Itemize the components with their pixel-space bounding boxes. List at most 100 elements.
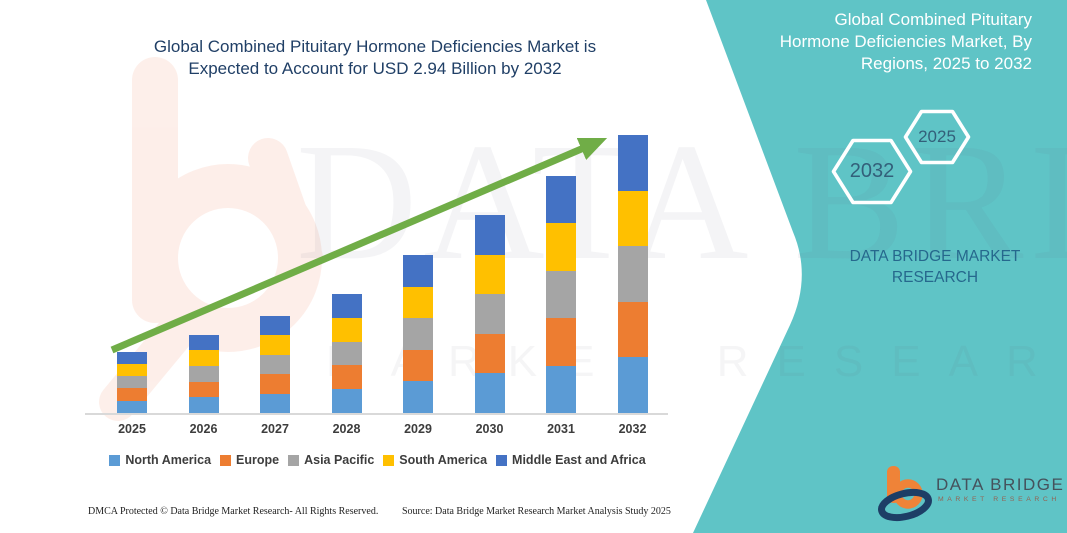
segment-north-america-2026 xyxy=(188,397,219,413)
side-panel-title-line3: Regions, 2025 to 2032 xyxy=(860,54,1032,73)
legend-swatch-icon xyxy=(109,454,121,466)
segment-north-america-2030 xyxy=(474,373,505,413)
segment-asia-pacific-2027 xyxy=(260,354,290,375)
data-bridge-logo: DATA BRIDGE MARKET RESEARCH xyxy=(872,463,1063,527)
legend-swatch-icon xyxy=(383,454,395,466)
segment-south-america-2032 xyxy=(617,190,648,247)
segment-north-america-2028 xyxy=(331,389,362,413)
chart-legend: North America Europe Asia Pacific South Ame… xyxy=(85,453,670,467)
legend-label: Asia Pacific xyxy=(304,453,375,467)
segment-europe-2032 xyxy=(617,301,648,358)
legend-item-asia-pacific: Asia Pacific xyxy=(288,453,374,467)
hexagon-2032-label: 2032 xyxy=(849,160,895,182)
legend-item-europe: Europe xyxy=(220,453,279,467)
segment-middle-east-and-africa-2031 xyxy=(546,175,576,224)
legend-swatch-icon xyxy=(496,454,508,466)
bar-2026 xyxy=(188,334,219,413)
segment-middle-east-and-africa-2029 xyxy=(403,255,433,287)
bar-2025 xyxy=(117,351,147,413)
legend-item-middle-east-and-africa: Middle East and Africa xyxy=(496,453,646,467)
segment-north-america-2025 xyxy=(117,400,147,413)
logo-title: DATA BRIDGE xyxy=(936,475,1065,494)
watermark-market-research: MARKET RESEARCH xyxy=(326,337,1067,386)
segment-europe-2031 xyxy=(546,318,576,366)
legend-item-north-america: North America xyxy=(109,453,211,467)
segment-asia-pacific-2030 xyxy=(474,294,505,334)
x-axis-label-2028: 2028 xyxy=(332,422,361,436)
bar-2031 xyxy=(546,175,576,413)
legend-swatch-icon xyxy=(288,454,300,466)
segment-asia-pacific-2032 xyxy=(617,246,648,302)
segment-north-america-2031 xyxy=(546,365,576,413)
hexagon-2025-label: 2025 xyxy=(918,127,956,146)
segment-asia-pacific-2028 xyxy=(331,341,362,366)
x-axis-label-2029: 2029 xyxy=(404,422,432,436)
x-axis-label-2026: 2026 xyxy=(189,422,218,436)
chart-title-line2: Expected to Account for USD 2.94 Billion… xyxy=(188,59,562,78)
data-bridge-logo-icon xyxy=(878,466,932,522)
side-panel-title: Global Combined Pituitary Hormone Defici… xyxy=(740,9,1032,75)
x-axis-label-2025: 2025 xyxy=(118,422,146,436)
segment-south-america-2031 xyxy=(546,223,576,271)
segment-middle-east-and-africa-2027 xyxy=(260,315,290,336)
segment-europe-2030 xyxy=(474,333,505,374)
segment-middle-east-and-africa-2030 xyxy=(474,215,505,255)
segment-south-america-2029 xyxy=(403,286,433,319)
segment-north-america-2027 xyxy=(260,393,290,413)
legend-label: Middle East and Africa xyxy=(512,453,646,467)
segment-south-america-2027 xyxy=(260,335,290,355)
segment-south-america-2030 xyxy=(474,254,505,295)
brand-text-line1: DATA BRIDGE MARKET xyxy=(849,248,1021,265)
segment-north-america-2032 xyxy=(617,357,648,413)
chart-title: Global Combined Pituitary Hormone Defici… xyxy=(95,36,655,80)
segment-europe-2026 xyxy=(188,381,219,398)
segment-europe-2029 xyxy=(403,349,433,382)
bar-2027 xyxy=(260,315,290,413)
x-axis-label-2032: 2032 xyxy=(618,422,647,436)
segment-north-america-2029 xyxy=(403,381,433,413)
bar-2029 xyxy=(403,255,433,413)
brand-text-line2: RESEARCH xyxy=(891,269,979,286)
legend-label: Europe xyxy=(236,453,280,467)
segment-asia-pacific-2031 xyxy=(546,270,576,319)
segment-middle-east-and-africa-2025 xyxy=(117,351,147,364)
segment-europe-2027 xyxy=(260,374,290,394)
footer-dmca-text: DMCA Protected © Data Bridge Market Rese… xyxy=(88,506,379,517)
footer-source-text: Source: Data Bridge Market Research Mark… xyxy=(402,506,671,517)
segment-middle-east-and-africa-2032 xyxy=(617,135,648,191)
legend-item-south-america: South America xyxy=(383,453,487,467)
hexagon-2032-outline xyxy=(831,138,913,205)
segment-south-america-2026 xyxy=(188,350,219,366)
legend-swatch-icon xyxy=(220,454,232,466)
segment-south-america-2025 xyxy=(117,363,147,377)
side-panel-title-line2: Hormone Deficiencies Market, By xyxy=(779,32,1032,51)
bar-2028 xyxy=(331,293,362,413)
segment-asia-pacific-2029 xyxy=(403,318,433,350)
segment-middle-east-and-africa-2026 xyxy=(188,334,219,351)
x-axis-line xyxy=(85,413,668,415)
x-axis-label-2031: 2031 xyxy=(547,422,575,436)
x-axis-label-2030: 2030 xyxy=(475,422,504,436)
chart-title-line1: Global Combined Pituitary Hormone Defici… xyxy=(153,37,597,56)
hexagon-2032: 2032 xyxy=(831,138,913,205)
brand-text: DATA BRIDGE MARKET RESEARCH xyxy=(813,246,1057,288)
side-panel-title-line1: Global Combined Pituitary xyxy=(834,10,1032,29)
segment-asia-pacific-2025 xyxy=(117,376,147,389)
legend-label: North America xyxy=(125,453,212,467)
bar-2030 xyxy=(474,215,505,413)
bar-2032 xyxy=(617,135,648,413)
x-axis-label-2027: 2027 xyxy=(261,422,289,436)
segment-europe-2025 xyxy=(117,388,147,401)
segment-south-america-2028 xyxy=(331,317,362,342)
segment-europe-2028 xyxy=(331,365,362,390)
legend-label: South America xyxy=(399,453,488,467)
hexagon-2025-outline xyxy=(903,109,971,165)
segment-asia-pacific-2026 xyxy=(188,365,219,382)
logo-subtitle: MARKET RESEARCH xyxy=(938,496,1060,503)
segment-middle-east-and-africa-2028 xyxy=(331,293,362,318)
hexagon-2025: 2025 xyxy=(903,109,971,165)
